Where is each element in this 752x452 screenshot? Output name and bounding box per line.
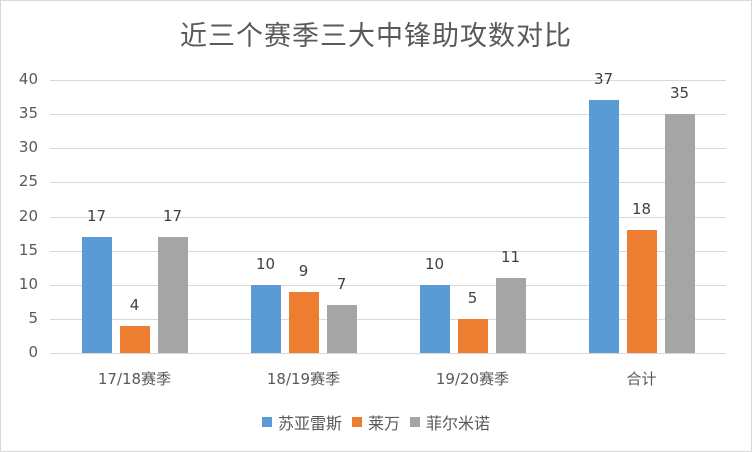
data-label: 11 xyxy=(500,247,521,266)
bar xyxy=(326,305,357,353)
gridline xyxy=(50,353,726,354)
bar xyxy=(288,291,319,353)
legend-swatch-icon xyxy=(261,417,272,427)
bar xyxy=(250,284,281,353)
legend-label: 苏亚雷斯 xyxy=(277,414,342,433)
gridline xyxy=(50,80,726,81)
gridline xyxy=(50,148,726,150)
bar xyxy=(588,100,619,353)
legend-swatch-icon xyxy=(351,417,362,427)
data-label: 18 xyxy=(631,200,652,219)
data-label: 37 xyxy=(593,70,614,89)
legend-label: 莱万 xyxy=(367,414,400,433)
legend: 苏亚雷斯 莱万 菲尔米诺 xyxy=(0,410,752,434)
y-tick-label: 40 xyxy=(18,70,38,88)
legend-item: 莱万 xyxy=(351,410,400,434)
data-label: 10 xyxy=(424,254,445,273)
y-tick-label: 25 xyxy=(18,172,38,191)
x-tick-label: 17/18赛季 xyxy=(97,370,172,388)
gridline xyxy=(50,182,726,184)
gridline xyxy=(50,216,726,218)
y-tick-label: 30 xyxy=(18,138,38,157)
y-tick-label: 20 xyxy=(18,206,38,225)
y-tick-label: 0 xyxy=(28,343,38,361)
legend-label: 菲尔米诺 xyxy=(426,414,491,433)
data-label: 17 xyxy=(162,206,183,225)
data-label: 4 xyxy=(129,295,140,314)
plot-area: 17 4 17 10 9 7 10 5 11 37 18 35 xyxy=(50,70,726,354)
legend-swatch-icon xyxy=(410,417,420,427)
data-label: 10 xyxy=(255,254,276,273)
x-tick-label: 合计 xyxy=(626,370,657,388)
bar xyxy=(419,284,450,353)
data-label: 17 xyxy=(86,206,107,225)
chart-title: 近三个赛季三大中锋助攻数对比 xyxy=(180,21,572,52)
data-label: 9 xyxy=(298,261,309,280)
data-label: 5 xyxy=(467,288,478,307)
gridline xyxy=(50,284,726,286)
y-tick-label: 35 xyxy=(18,104,38,123)
legend-item: 苏亚雷斯 xyxy=(261,410,342,434)
bar xyxy=(157,236,188,353)
data-label: 7 xyxy=(336,275,347,294)
gridline xyxy=(50,114,726,116)
bar xyxy=(457,318,488,353)
y-tick-label: 15 xyxy=(18,240,38,259)
x-tick-label: 18/19赛季 xyxy=(266,370,341,388)
data-label: 35 xyxy=(669,84,690,103)
gridline xyxy=(50,250,726,252)
x-tick-label: 19/20赛季 xyxy=(435,370,510,388)
bar xyxy=(119,325,150,353)
bar xyxy=(664,114,695,353)
bar xyxy=(626,230,657,353)
legend-item: 菲尔米诺 xyxy=(410,410,490,434)
bar xyxy=(81,236,112,353)
y-tick-label: 10 xyxy=(18,274,38,293)
gridline xyxy=(50,318,726,320)
bar xyxy=(495,277,526,353)
y-tick-label: 5 xyxy=(28,308,38,327)
